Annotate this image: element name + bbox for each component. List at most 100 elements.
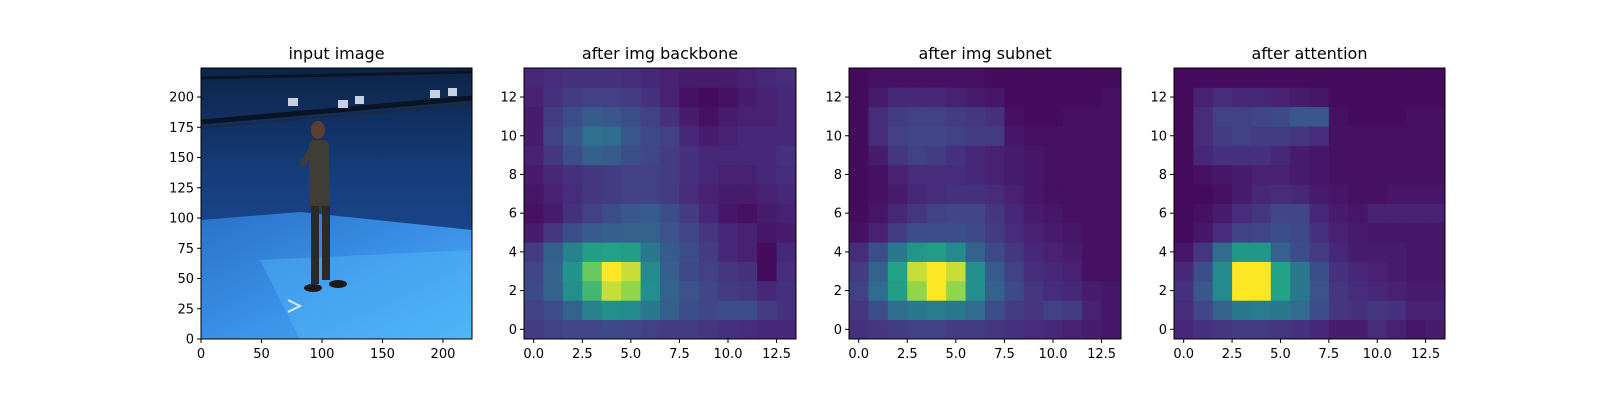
heatmap-cell: [1328, 203, 1349, 224]
heatmap-cell: [965, 280, 986, 301]
y-tick-label: 4: [834, 245, 842, 260]
heatmap-cell: [524, 300, 544, 321]
heatmap-cell: [660, 280, 680, 301]
heatmap-cell: [1386, 222, 1407, 243]
heatmap-cell: [1251, 319, 1272, 340]
heatmap-cell: [1174, 242, 1194, 262]
heatmap-cell: [907, 300, 928, 321]
heatmap-cell: [926, 280, 947, 301]
heatmap-cell: [1232, 184, 1252, 204]
heatmap-cell: [718, 280, 739, 301]
heatmap-cell: [718, 184, 739, 204]
heatmap-cell: [776, 184, 797, 204]
panel-after-attention: after attention 0.0 2.5 5.0 7.5 10.0 12.5 0 2 4 6…: [1150, 44, 1446, 362]
heatmap-cell: [1193, 126, 1214, 146]
heatmap-cell: [1328, 261, 1349, 282]
x-tick-label: 7.5: [1319, 347, 1340, 362]
heatmap-cell: [1062, 242, 1083, 262]
heatmap-cell: [543, 106, 564, 127]
heatmap-cell: [1386, 87, 1407, 108]
heatmap-cell: [887, 106, 908, 127]
heatmap-cell: [1023, 106, 1044, 127]
heatmap-cell: [1406, 300, 1427, 321]
heatmap-cell: [776, 87, 797, 108]
heatmap-cell: [887, 126, 908, 146]
heatmap-cell: [543, 184, 564, 204]
heatmap-cell: [985, 319, 1005, 340]
heatmap-cell: [849, 300, 869, 321]
heatmap-cell: [1174, 300, 1194, 321]
heatmap-cell: [718, 242, 739, 262]
heatmap-cell: [907, 280, 928, 301]
heatmap-cell: [887, 261, 908, 282]
heatmap-cell: [737, 242, 758, 262]
heatmap-cell: [1232, 126, 1252, 146]
heatmap-cell: [868, 68, 889, 88]
heatmap-cell: [926, 319, 947, 340]
heatmap-cell: [1367, 203, 1388, 224]
heatmap-cell: [621, 126, 641, 146]
heatmap-cell: [1425, 319, 1446, 340]
heatmap-cell: [1043, 106, 1064, 127]
heatmap-cell: [1101, 87, 1122, 108]
heatmap-cell: [1386, 319, 1407, 340]
y-tick-label: 25: [177, 302, 194, 317]
heatmap-cell: [1023, 203, 1044, 224]
heatmap-cell: [524, 261, 544, 282]
heatmap-cell: [718, 300, 739, 321]
heatmap-cell: [1193, 87, 1214, 108]
heatmap-cell: [1309, 164, 1330, 185]
heatmap-cell: [660, 145, 680, 166]
heatmap-cell: [1348, 280, 1368, 301]
heatmap-cell: [1174, 164, 1194, 185]
heatmap-cell: [1386, 184, 1407, 204]
heatmap-cell: [757, 242, 777, 262]
y-tick-label: 10: [825, 129, 842, 144]
heatmap-cell: [524, 164, 544, 185]
heatmap-cell: [640, 222, 661, 243]
heatmap-cell: [1174, 126, 1194, 146]
heatmap-cell: [1004, 280, 1025, 301]
heatmap-cell: [985, 184, 1005, 204]
heatmap-cell: [965, 184, 986, 204]
heatmap-cell: [524, 203, 544, 224]
heatmap-cell: [946, 203, 966, 224]
heatmap-cell: [849, 280, 869, 301]
heatmap-cell: [1406, 164, 1427, 185]
x-tick-label: 2.5: [572, 347, 593, 362]
heatmap-cell: [926, 164, 947, 185]
heatmap-cell: [946, 222, 966, 243]
heatmap-cell: [1082, 319, 1102, 340]
heatmap-cell: [698, 319, 719, 340]
heatmap-cell: [621, 222, 641, 243]
heatmap-cell: [718, 222, 739, 243]
heatmap-cell: [1270, 261, 1291, 282]
heatmap-cell: [757, 126, 777, 146]
heatmap-cell: [562, 280, 583, 301]
heatmap-cell: [1290, 261, 1310, 282]
heatmap-cell: [946, 300, 966, 321]
heatmap-cell: [679, 242, 700, 262]
heatmap-cell: [1251, 164, 1272, 185]
heatmap-cell: [1023, 261, 1044, 282]
heatmap-cell: [1406, 184, 1427, 204]
heatmap-cell: [1386, 106, 1407, 127]
heatmap-cell: [1023, 319, 1044, 340]
heatmap-cell: [1062, 261, 1083, 282]
heatmap-cell: [1062, 319, 1083, 340]
heatmap-cell: [1270, 184, 1291, 204]
heatmap-cell: [640, 319, 661, 340]
heatmap-cell: [1043, 184, 1064, 204]
heatmap-cell: [868, 300, 889, 321]
heatmap-cell: [1193, 261, 1214, 282]
heatmap-cell: [679, 319, 700, 340]
heatmap-cell: [1212, 68, 1233, 88]
heatmap-cell: [1174, 184, 1194, 204]
heatmap-cell: [1270, 87, 1291, 108]
heatmap-cell: [1251, 106, 1272, 127]
heatmap-cell: [621, 145, 641, 166]
floor-marker: [287, 299, 303, 313]
heatmap-cell: [1212, 106, 1233, 127]
heatmap-cell: [562, 145, 583, 166]
heatmap-cell: [660, 126, 680, 146]
